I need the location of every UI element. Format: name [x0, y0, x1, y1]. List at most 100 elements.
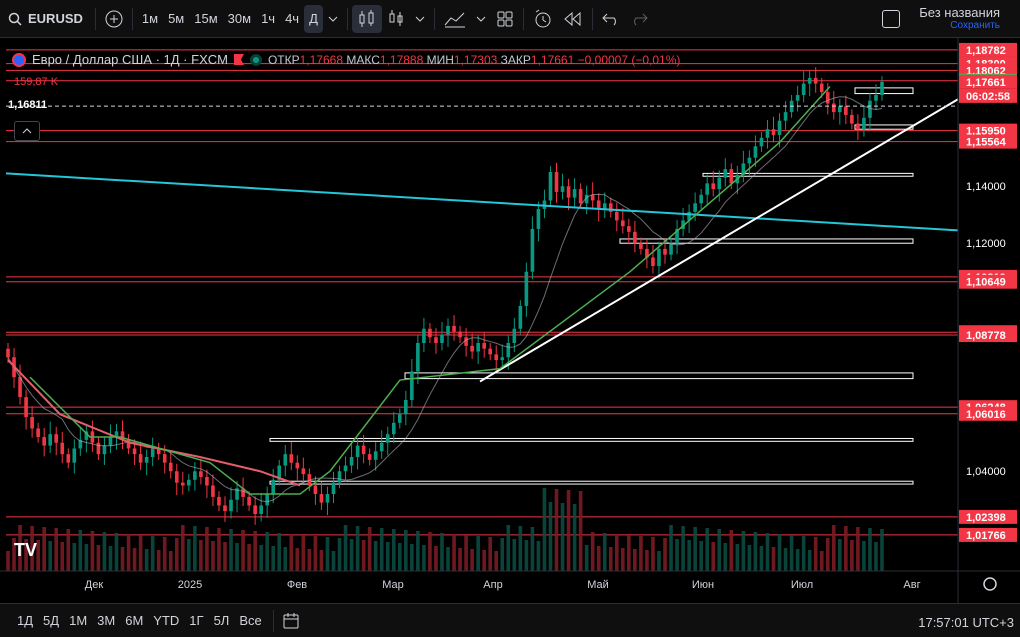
candle-body — [259, 505, 263, 514]
chevron-down-icon — [328, 16, 338, 22]
volume-bar — [199, 540, 203, 571]
price-label-bg — [959, 527, 1017, 542]
interval-15m[interactable]: 15м — [194, 11, 218, 26]
candle-body — [217, 496, 221, 506]
range-1m[interactable]: 1М — [69, 613, 88, 628]
volume-bar — [687, 540, 691, 571]
candle-body — [66, 454, 71, 463]
candle-body — [862, 117, 866, 130]
volume-bar — [482, 550, 486, 571]
goto-date-button[interactable] — [282, 612, 302, 630]
range-ytd[interactable]: YTD — [153, 613, 180, 628]
range-all[interactable]: Все — [239, 613, 262, 628]
layout-title: Без названия — [919, 5, 1000, 20]
flag-icon[interactable] — [233, 54, 244, 65]
volume-bar — [12, 538, 16, 571]
layout-grid-button[interactable] — [491, 5, 519, 33]
layout-name[interactable]: Без названия Сохранить — [919, 5, 1000, 31]
volume-bar — [584, 545, 589, 571]
chart-type-dropdown[interactable] — [410, 5, 430, 33]
indicators-button[interactable] — [439, 5, 471, 33]
volume-bar — [422, 545, 426, 571]
candle-body — [723, 169, 728, 178]
candle-body — [180, 482, 185, 486]
candle-body — [633, 231, 637, 244]
collapse-legend-button[interactable] — [14, 121, 40, 141]
divider — [346, 7, 348, 30]
redo-icon — [634, 13, 648, 25]
interval-4h[interactable]: 4ч — [285, 11, 300, 26]
candle-body — [247, 496, 251, 506]
volume-bar — [18, 525, 22, 571]
candle-body — [144, 456, 149, 463]
volume-bar — [681, 526, 685, 571]
volume-bar — [518, 526, 523, 571]
candle-body — [229, 499, 233, 512]
candle-body — [301, 468, 306, 475]
candle-body — [60, 442, 65, 455]
range-1d[interactable]: 1Д — [17, 613, 34, 628]
layout-select-checkbox[interactable] — [882, 10, 900, 28]
candle-body — [717, 177, 722, 190]
volume-bar — [36, 540, 40, 571]
candle-body — [18, 377, 22, 398]
volume-bar — [174, 538, 179, 571]
price-axis-label: 1,14000 — [966, 181, 1006, 193]
symbol-search[interactable]: EURUSD — [0, 5, 91, 33]
symbol-description[interactable]: Евро / Доллар США · 1Д · FXCM — [32, 52, 228, 67]
save-link[interactable]: Сохранить — [950, 20, 1000, 31]
replay-button[interactable] — [558, 5, 588, 33]
candle-body — [753, 146, 758, 158]
undo-button[interactable] — [597, 5, 625, 33]
alarm-clock-icon — [535, 9, 551, 27]
volume-bar — [379, 528, 384, 571]
candle-body — [663, 248, 667, 255]
volume-bar — [777, 534, 782, 571]
volume-bar — [126, 534, 131, 571]
interval-dropdown[interactable] — [323, 5, 343, 33]
candle-body — [367, 454, 372, 460]
market-status-icon[interactable] — [249, 53, 262, 66]
candle-body — [608, 203, 613, 212]
close-label: ЗАКР — [500, 52, 531, 67]
interval-5m[interactable]: 5м — [168, 11, 185, 26]
chart-type-button[interactable] — [382, 5, 410, 33]
candle-body — [524, 271, 529, 306]
volume-bar — [391, 529, 396, 571]
candle-body — [78, 439, 83, 449]
interval-30m[interactable]: 30м — [227, 11, 252, 26]
alert-button[interactable] — [528, 5, 558, 33]
volume-bar — [108, 546, 113, 571]
time-axis-label: Авг — [903, 579, 920, 591]
volume-bar — [590, 532, 595, 571]
volume-bar — [856, 527, 860, 571]
range-5y[interactable]: 5Л — [213, 613, 230, 628]
clock[interactable]: 17:57:01 UTC+3 — [918, 615, 1014, 630]
interval-1d[interactable]: Д — [304, 4, 323, 33]
range-box — [404, 372, 914, 380]
volume-bar — [807, 550, 812, 571]
range-1y[interactable]: 1Г — [189, 613, 204, 628]
compare-button[interactable] — [100, 5, 128, 33]
uptrend-line — [479, 98, 959, 383]
range-3m[interactable]: 3М — [97, 613, 116, 628]
indicators-dropdown[interactable] — [471, 5, 491, 33]
interval-1h[interactable]: 1ч — [261, 11, 276, 26]
redo-button[interactable] — [625, 5, 653, 33]
volume-bar — [180, 525, 185, 571]
candle-body — [801, 83, 806, 96]
candle-body — [331, 482, 336, 495]
price-axis-label: 1,04000 — [966, 466, 1006, 478]
interval-1m[interactable]: 1м — [141, 11, 159, 26]
range-6m[interactable]: 6М — [125, 613, 144, 628]
price-chart[interactable]: 1,187821,183001,180621,177001,1766106:02… — [0, 38, 1020, 603]
settings-gear-icon[interactable] — [983, 577, 997, 591]
open-label: ОТКР — [267, 52, 300, 67]
candle-body — [506, 342, 511, 358]
candles-icon — [359, 9, 374, 27]
range-5d[interactable]: 5Д — [43, 613, 60, 628]
candles-button[interactable] — [351, 4, 382, 33]
candle-body — [554, 171, 559, 192]
candle-body — [72, 448, 77, 463]
volume-bar — [554, 489, 559, 571]
